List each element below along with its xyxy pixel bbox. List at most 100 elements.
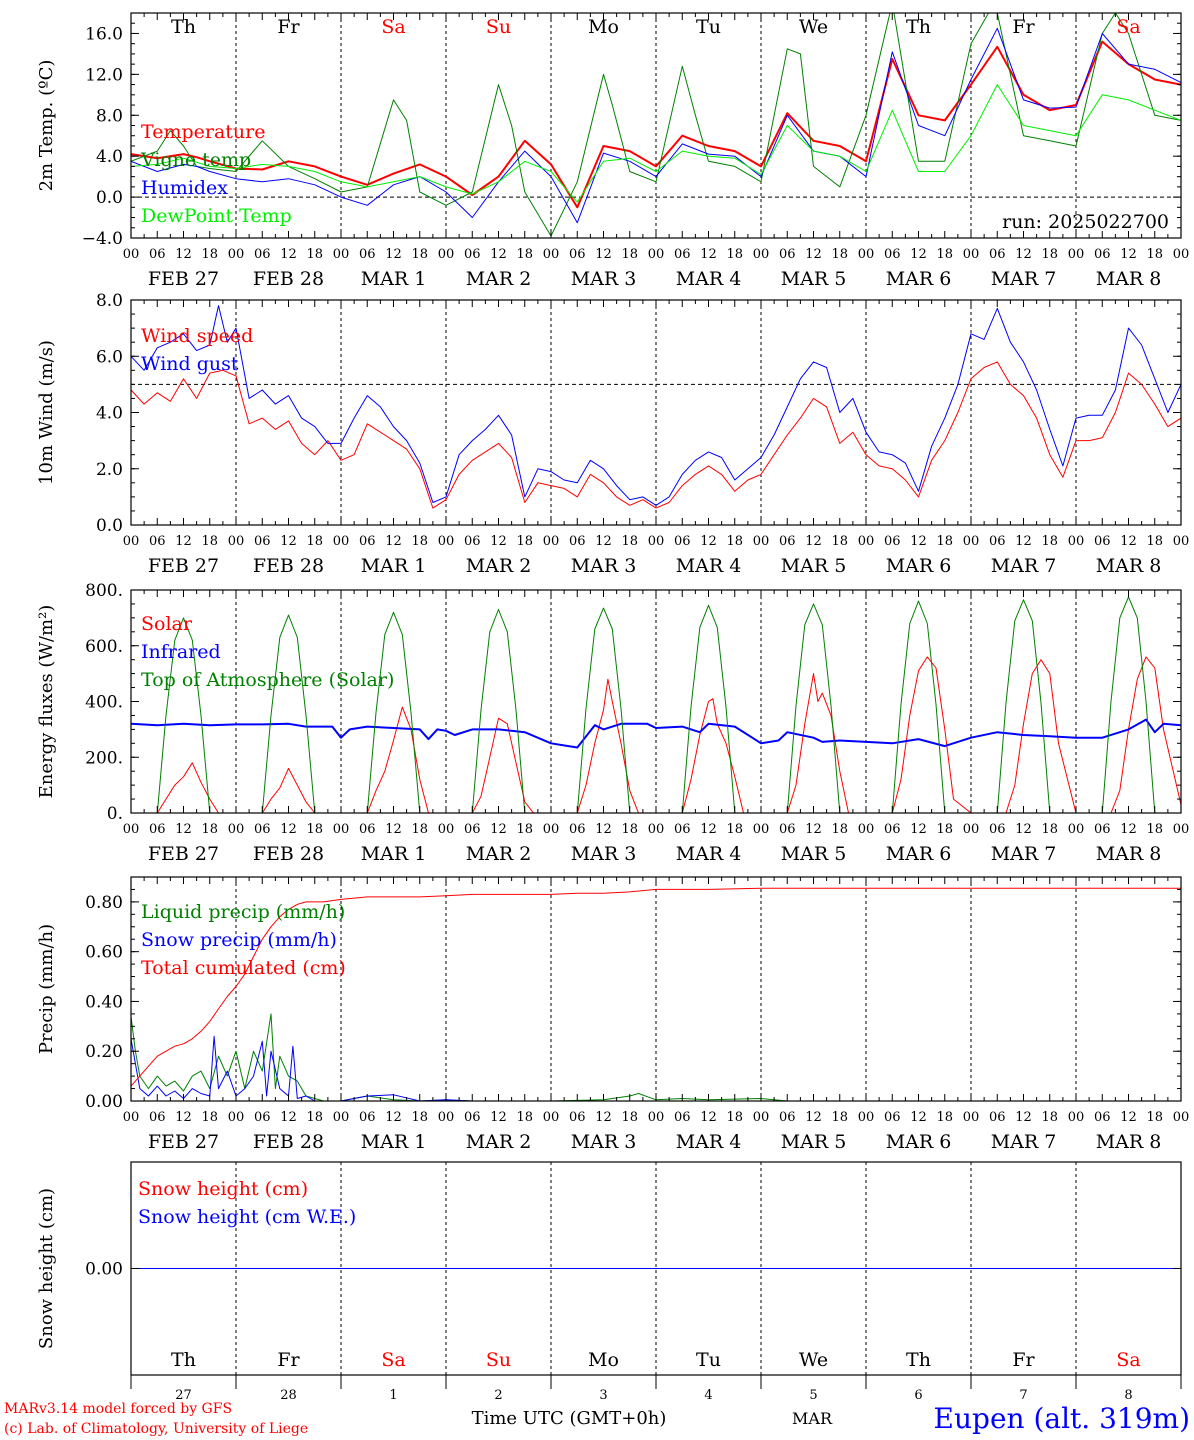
x-date-label: MAR 8 <box>1096 555 1162 577</box>
x-hour-label: 18 <box>411 247 428 262</box>
x-date-label: MAR 5 <box>781 268 847 290</box>
y-tick-label: 400. <box>85 693 123 713</box>
x-hour-label: 00 <box>963 247 980 262</box>
x-hour-label: 00 <box>123 1110 140 1125</box>
y-axis-title: Precip (mm/h) <box>36 924 57 1054</box>
x-hour-label: 18 <box>621 822 638 837</box>
x-hour-label: 00 <box>858 534 875 549</box>
x-hour-label: 12 <box>700 534 717 549</box>
y-tick-label: 0. <box>107 804 123 824</box>
x-date-label: FEB 28 <box>253 268 324 290</box>
series-line-infrared <box>131 718 1181 749</box>
day-name-label: Th <box>906 1349 931 1371</box>
x-hour-label: 12 <box>280 1110 297 1125</box>
x-date-label: MAR 2 <box>466 1131 532 1153</box>
x-hour-label: 12 <box>280 534 297 549</box>
x-hour-label: 00 <box>228 822 245 837</box>
x-hour-label: 18 <box>306 247 323 262</box>
x-hour-label: 12 <box>490 1110 507 1125</box>
y-tick-label: 2.0 <box>96 460 123 480</box>
x-hour-label: 18 <box>621 247 638 262</box>
legend-entry: Total cumulated (cm) <box>141 957 346 979</box>
x-hour-label: 18 <box>1041 822 1058 837</box>
y-tick-label: 4.0 <box>96 147 123 167</box>
series-line-vigne-temp <box>131 13 1181 237</box>
y-axis-title: 10m Wind (m/s) <box>36 340 57 485</box>
series-line-humidex <box>131 27 1181 224</box>
x-hour-label: 12 <box>280 247 297 262</box>
x-hour-label: 06 <box>254 1110 271 1125</box>
footer-credit-text: (c) Lab. of Climatology, University of L… <box>4 1421 308 1437</box>
x-axis-title: Time UTC (GMT+0h) <box>472 1408 667 1429</box>
y-tick-label: 0.0 <box>96 188 123 208</box>
x-hour-label: 12 <box>385 247 402 262</box>
x-hour-label: 18 <box>1041 247 1058 262</box>
x-hour-label: 00 <box>648 822 665 837</box>
day-number-label: 1 <box>389 1388 397 1403</box>
x-date-label: FEB 27 <box>148 1131 219 1153</box>
x-date-label: FEB 28 <box>253 1131 324 1153</box>
x-hour-label: 12 <box>175 822 192 837</box>
x-hour-label: 12 <box>175 247 192 262</box>
x-date-label: MAR 5 <box>781 843 847 865</box>
x-hour-label: 12 <box>490 247 507 262</box>
day-name-label: Sa <box>1116 16 1140 38</box>
x-hour-label: 06 <box>779 822 796 837</box>
x-hour-label: 18 <box>201 247 218 262</box>
y-tick-label: 0.80 <box>85 893 123 913</box>
x-hour-label: 18 <box>411 822 428 837</box>
y-tick-label: 800. <box>85 581 123 601</box>
x-hour-label: 06 <box>569 534 586 549</box>
x-hour-label: 00 <box>1068 1110 1085 1125</box>
x-hour-label: 18 <box>411 534 428 549</box>
day-name-label: Sa <box>1116 1349 1140 1371</box>
series-line-top-of-atmosphere-solar <box>131 596 1181 813</box>
x-date-label: MAR 3 <box>571 1131 637 1153</box>
x-hour-label: 12 <box>700 1110 717 1125</box>
x-hour-label: 00 <box>438 534 455 549</box>
x-hour-label: 12 <box>175 534 192 549</box>
x-hour-label: 12 <box>385 534 402 549</box>
x-hour-label: 18 <box>1146 534 1163 549</box>
x-hour-label: 06 <box>989 247 1006 262</box>
x-hour-label: 06 <box>254 822 271 837</box>
x-hour-label: 12 <box>910 247 927 262</box>
x-date-label: MAR 3 <box>571 268 637 290</box>
x-hour-label: 06 <box>149 247 166 262</box>
text-layer: −4.00.04.08.012.016.02m Temp. (ºC)00 06 12… <box>36 16 1189 1403</box>
x-date-label: MAR 1 <box>361 1131 427 1153</box>
x-hour-label: 00 <box>1173 822 1190 837</box>
legend-entry: DewPoint Temp <box>141 205 292 227</box>
x-date-label: MAR 6 <box>886 843 952 865</box>
x-hour-label: 00 <box>333 822 350 837</box>
legend-entry: Liquid precip (mm/h) <box>141 901 345 923</box>
legend-entry: Wind speed <box>141 325 253 347</box>
x-hour-label: 06 <box>359 247 376 262</box>
x-date-label: MAR 6 <box>886 555 952 577</box>
x-hour-label: 06 <box>149 534 166 549</box>
x-hour-label: 00 <box>543 1110 560 1125</box>
x-hour-label: 12 <box>595 534 612 549</box>
x-date-label: MAR 1 <box>361 843 427 865</box>
x-hour-label: 12 <box>385 1110 402 1125</box>
x-hour-label: 00 <box>963 822 980 837</box>
x-date-label: MAR 3 <box>571 555 637 577</box>
x-hour-label: 12 <box>595 1110 612 1125</box>
y-tick-label: 4.0 <box>96 404 123 424</box>
x-hour-label: 00 <box>228 247 245 262</box>
x-hour-label: 12 <box>595 247 612 262</box>
day-name-label: Mo <box>588 1349 619 1371</box>
x-hour-label: 18 <box>1146 247 1163 262</box>
day-name-label: Mo <box>588 16 619 38</box>
x-hour-label: 12 <box>910 1110 927 1125</box>
x-hour-label: 12 <box>805 247 822 262</box>
legend-entry: Humidex <box>141 177 228 199</box>
x-hour-label: 12 <box>1120 534 1137 549</box>
x-date-label: MAR 4 <box>676 268 742 290</box>
x-hour-label: 18 <box>831 1110 848 1125</box>
day-number-label: 5 <box>809 1388 817 1403</box>
x-hour-label: 06 <box>674 247 691 262</box>
day-number-label: 6 <box>914 1388 922 1403</box>
x-date-label: MAR 7 <box>991 555 1057 577</box>
x-hour-label: 00 <box>753 1110 770 1125</box>
